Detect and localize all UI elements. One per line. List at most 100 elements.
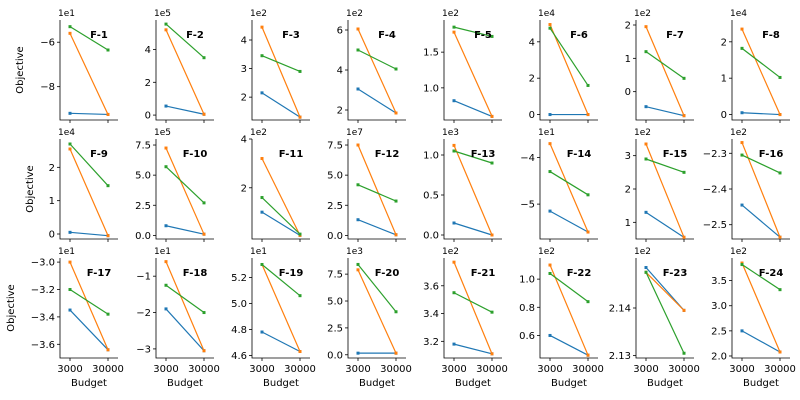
subplot-f-8: 0 1 2 1e4 F-8 — [721, 9, 790, 123]
y-tick-label: 2.13 — [609, 351, 631, 362]
data-point-orange — [490, 233, 494, 237]
subplot-title: F-20 — [375, 268, 400, 279]
data-point-orange — [394, 351, 398, 355]
data-point-orange — [644, 25, 648, 29]
data-point-orange — [586, 230, 590, 234]
data-point-green — [106, 312, 110, 316]
data-point-orange — [202, 232, 206, 236]
data-point-blue — [164, 104, 168, 108]
y-tick-label: 3.6 — [423, 281, 439, 292]
y-tick-label: 2 — [241, 183, 247, 194]
data-point-green — [298, 232, 302, 236]
series-line-blue — [645, 106, 685, 117]
x-tick-label: 3000 — [153, 364, 178, 375]
series-line-green — [165, 166, 205, 204]
data-point-orange — [778, 113, 782, 117]
y-scale-offset: 1e2 — [250, 9, 267, 19]
y-tick-label: 3.2 — [423, 337, 439, 348]
data-point-blue — [260, 210, 264, 214]
series-line-green — [69, 26, 109, 51]
data-point-green — [644, 50, 648, 54]
y-tick-label: 5.0 — [135, 171, 151, 182]
subplot-title: F-16 — [759, 149, 784, 160]
data-point-orange — [106, 348, 110, 352]
data-point-green — [644, 157, 648, 161]
data-point-orange — [452, 30, 456, 34]
series-line-orange — [645, 143, 685, 238]
y-tick-label: 2.5 — [327, 201, 343, 212]
y-tick-label: 4.8 — [231, 325, 247, 336]
data-point-orange — [740, 261, 744, 265]
y-scale-offset: 1e4 — [730, 9, 747, 19]
series-line-orange — [549, 143, 589, 233]
series-line-blue — [549, 210, 589, 233]
subplot-f-22: 0.6 0.8 1.0 1e2 3000 30000 F-22 Budget — [519, 247, 604, 389]
data-point-green — [490, 310, 494, 314]
data-point-green — [548, 26, 552, 30]
series-line-blue — [261, 211, 301, 236]
y-scale-offset: 1e2 — [346, 9, 363, 19]
data-point-green — [394, 310, 398, 314]
axes-spines — [731, 139, 790, 240]
series-line-green — [357, 264, 397, 313]
axes-spines — [539, 139, 598, 240]
series-line-green — [645, 158, 685, 173]
y-tick-label: 2 — [721, 37, 727, 48]
data-point-orange — [452, 260, 456, 264]
x-axis-label: Budget — [71, 378, 107, 389]
series-line-orange — [69, 148, 109, 236]
y-scale-offset: 1e3 — [346, 247, 363, 257]
series-line-orange — [165, 29, 205, 115]
data-point-blue — [356, 218, 360, 222]
subplot-title: F-9 — [90, 149, 108, 160]
subplot-f-2: 0 2 4 1e5 F-2 — [145, 9, 214, 123]
x-tick-label: 3000 — [633, 364, 658, 375]
data-point-green — [394, 67, 398, 71]
y-scale-offset: 1e2 — [730, 247, 747, 257]
y-scale-offset: 1e4 — [58, 128, 75, 138]
data-point-blue — [740, 203, 744, 207]
subplot-f-3: 2 3 4 1e2 F-3 — [241, 9, 310, 123]
y-tick-label: −2 — [136, 308, 151, 319]
series-line-blue — [357, 88, 397, 114]
series-line-green — [549, 27, 589, 86]
series-line-orange — [645, 26, 685, 116]
data-point-green — [260, 262, 264, 266]
series-line-orange — [453, 261, 493, 355]
data-point-orange — [202, 112, 206, 116]
data-point-green — [260, 196, 264, 200]
subplot-title: F-15 — [663, 149, 688, 160]
y-tick-label: 3.4 — [423, 309, 439, 320]
series-line-green — [453, 26, 493, 38]
y-tick-label: 2 — [529, 74, 535, 85]
data-point-green — [106, 48, 110, 52]
series-line-green — [69, 143, 109, 187]
x-tick-label: 3000 — [729, 364, 754, 375]
data-point-orange — [356, 143, 360, 147]
y-scale-offset: 1e7 — [346, 128, 363, 138]
y-scale-offset: 1e2 — [250, 128, 267, 138]
y-tick-label: 5.0 — [327, 297, 343, 308]
y-tick-label: 3.0 — [711, 301, 727, 312]
axes-spines — [635, 139, 694, 240]
series-line-orange — [165, 261, 205, 351]
axes-spines — [731, 20, 790, 121]
data-point-green — [682, 351, 686, 355]
data-point-orange — [452, 143, 456, 147]
data-point-orange — [394, 233, 398, 237]
data-point-blue — [164, 307, 168, 311]
data-point-orange — [548, 263, 552, 267]
series-line-green — [645, 51, 685, 79]
data-point-orange — [106, 234, 110, 238]
y-scale-offset: 1e3 — [442, 128, 459, 138]
y-tick-label: −2.5 — [703, 220, 727, 231]
x-tick-label: 30000 — [380, 364, 412, 375]
y-scale-offset: 1e4 — [538, 9, 555, 19]
data-point-green — [740, 263, 744, 267]
y-scale-offset: 1e2 — [442, 247, 459, 257]
axes-spines — [539, 258, 598, 359]
subplot-f-14: −4 −5 1e1 F-14 — [520, 128, 598, 242]
